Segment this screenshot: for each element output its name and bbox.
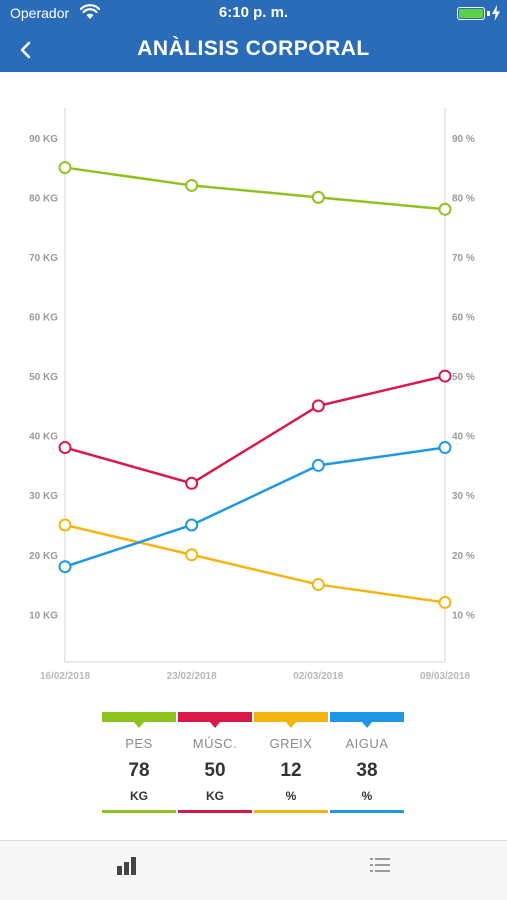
- y-tick-right-label: 30 %: [452, 491, 475, 502]
- y-tick-right-label: 20 %: [452, 551, 475, 562]
- legend-item-greix[interactable]: GREIX 12 %: [254, 712, 328, 817]
- series-4: [58, 441, 452, 574]
- data-point: [185, 476, 199, 490]
- legend-label: AIGUA: [345, 736, 389, 751]
- legend-unit: %: [285, 789, 297, 803]
- y-tick-right-label: 70 %: [452, 253, 475, 264]
- legend-color-bar: [178, 712, 252, 722]
- legend-item-musc[interactable]: MÚSC. 50 KG: [178, 712, 252, 817]
- x-tick-label: 02/03/2018: [293, 671, 343, 682]
- data-point: [58, 161, 72, 175]
- legend-underline: [330, 810, 404, 813]
- legend-value: 50: [204, 760, 226, 781]
- legend-value: 78: [128, 760, 150, 781]
- tab-bar: [0, 840, 507, 900]
- y-tick-right-label: 80 %: [452, 193, 475, 204]
- legend-underline: [178, 810, 252, 813]
- y-tick-right-label: 50 %: [452, 372, 475, 383]
- legend-unit: KG: [130, 789, 148, 803]
- legend-item-pes[interactable]: PES 78 KG: [102, 712, 176, 817]
- data-point: [438, 441, 452, 455]
- data-point: [185, 548, 199, 562]
- y-tick-left-label: 70 KG: [29, 253, 58, 264]
- series-line: [64, 374, 446, 485]
- data-point: [185, 178, 199, 192]
- y-tick-left-label: 40 KG: [29, 432, 58, 443]
- carrier-label: Operador: [10, 5, 70, 21]
- y-tick-left-label: 60 KG: [29, 312, 58, 323]
- y-axis-left-ticks: 10 KG 20 KG 30 KG 40 KG 50 KG 60 KG 70 KG 80 KG…: [29, 134, 58, 622]
- data-point: [311, 458, 325, 472]
- wifi-icon: [80, 4, 100, 19]
- legend-notch: [209, 721, 221, 728]
- legend-color-bar: [330, 712, 404, 722]
- legend-item-aigua[interactable]: AIGUA 38 %: [330, 712, 404, 817]
- legend-value: 38: [356, 760, 378, 781]
- x-tick-label: 09/03/2018: [420, 671, 470, 682]
- y-tick-left-label: 10 KG: [29, 610, 58, 621]
- status-time: 6:10 p. m.: [218, 4, 289, 21]
- y-tick-left-label: 20 KG: [29, 551, 58, 562]
- battery-tip: [487, 11, 490, 16]
- chart-legend: PES 78 KG MÚSC. 50 KG GREIX 12 % AIGUA 3…: [102, 712, 406, 817]
- legend-notch: [133, 721, 145, 728]
- x-tick-label: 23/02/2018: [167, 671, 217, 682]
- data-point: [58, 560, 72, 574]
- y-tick-right-label: 10 %: [452, 610, 475, 621]
- body-analysis-chart: 10 KG 20 KG 30 KG 40 KG 50 KG 60 KG 70 KG 80 KG…: [29, 108, 475, 682]
- series-1: [58, 161, 452, 216]
- y-axis-right-ticks: 10 % 20 % 30 % 40 % 50 % 60 % 70 % 80 % 90 %: [452, 134, 475, 622]
- y-tick-right-label: 60 %: [452, 312, 475, 323]
- x-axis-ticks: 16/02/2018 23/02/2018 02/03/2018 09/03/2018: [40, 671, 470, 682]
- series-line: [64, 446, 446, 568]
- data-point: [438, 202, 452, 216]
- list-icon[interactable]: [368, 853, 392, 877]
- series-line: [64, 523, 446, 604]
- chevron-left-icon[interactable]: [14, 36, 38, 64]
- legend-unit: KG: [206, 789, 224, 803]
- y-tick-left-label: 50 KG: [29, 372, 58, 383]
- legend-unit: %: [361, 789, 373, 803]
- page-title: ANÀLISIS CORPORAL: [137, 37, 370, 60]
- legend-notch: [285, 721, 297, 728]
- chart-series: [58, 161, 452, 609]
- data-point: [438, 595, 452, 609]
- legend-label: MÚSC.: [192, 736, 238, 751]
- y-tick-right-label: 90 %: [452, 134, 475, 145]
- legend-underline: [254, 810, 328, 813]
- battery-icon: [457, 7, 485, 20]
- x-tick-label: 16/02/2018: [40, 671, 90, 682]
- status-bar: Operador 6:10 p. m.: [0, 0, 507, 28]
- legend-color-bar: [254, 712, 328, 722]
- y-tick-right-label: 40 %: [452, 432, 475, 443]
- charging-bolt-icon: [492, 5, 500, 21]
- data-point: [438, 369, 452, 383]
- data-point: [185, 518, 199, 532]
- bar-chart-icon[interactable]: [115, 853, 139, 877]
- y-tick-left-label: 90 KG: [29, 134, 58, 145]
- series-2: [58, 369, 452, 490]
- legend-notch: [361, 721, 373, 728]
- y-tick-left-label: 30 KG: [29, 491, 58, 502]
- nav-bar: ANÀLISIS CORPORAL: [0, 28, 507, 72]
- data-point: [58, 441, 72, 455]
- legend-label: PES: [125, 736, 153, 751]
- legend-value: 12: [280, 760, 302, 781]
- legend-label: GREIX: [269, 736, 313, 751]
- series-3: [58, 518, 452, 609]
- data-point: [311, 190, 325, 204]
- data-point: [58, 518, 72, 532]
- legend-color-bar: [102, 712, 176, 722]
- data-point: [311, 399, 325, 413]
- y-tick-left-label: 80 KG: [29, 193, 58, 204]
- series-line: [64, 166, 446, 211]
- legend-underline: [102, 810, 176, 813]
- data-point: [311, 578, 325, 592]
